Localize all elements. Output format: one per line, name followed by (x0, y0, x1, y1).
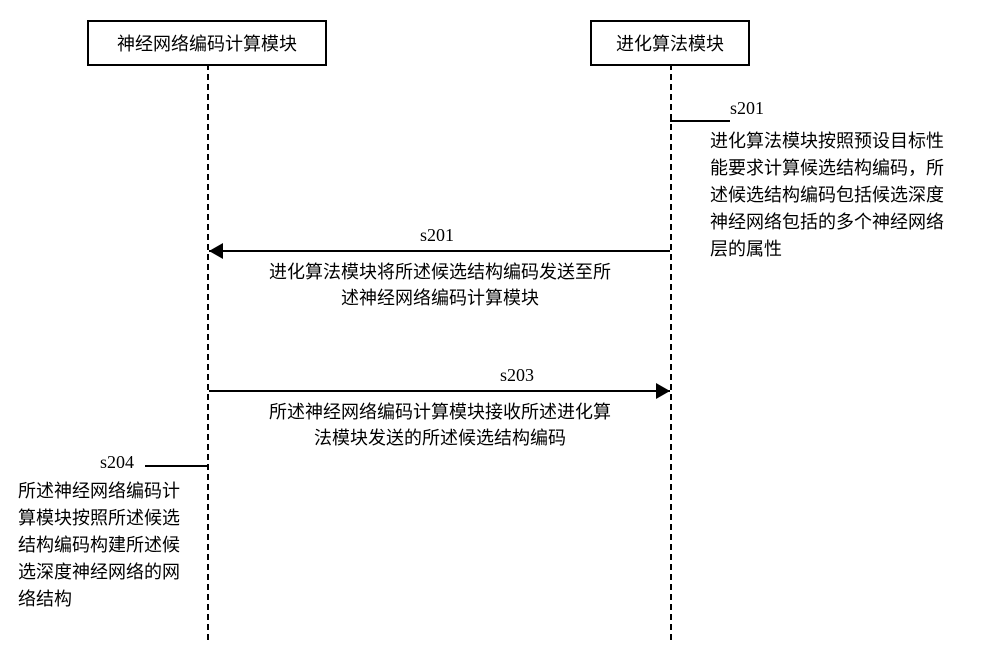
message-label-2: 所述神经网络编码计算模块接收所述进化算 法模块发送的所述候选结构编码 (240, 398, 640, 450)
lifeline-label-left: 神经网络编码计算模块 (117, 34, 297, 54)
note-step-1: s201 (730, 98, 764, 119)
message-arrow-1 (209, 243, 223, 259)
lifeline-label-right: 进化算法模块 (616, 34, 724, 54)
lifeline-box-right: 进化算法模块 (590, 20, 750, 66)
message-step-2: s203 (500, 365, 534, 386)
message-line-1 (209, 250, 670, 252)
note-connector-1 (670, 120, 730, 122)
lifeline-line-right (670, 64, 672, 640)
note-text-2: 所述神经网络编码计 算模块按照所述候选 结构编码构建所述候 选深度神经网络的网 … (18, 478, 228, 613)
note-text-1: 进化算法模块按照预设目标性 能要求计算候选结构编码，所 述候选结构编码包括候选深… (710, 128, 980, 263)
note-step-2: s204 (100, 452, 134, 473)
note-connector-2 (145, 465, 207, 467)
message-line-2 (209, 390, 670, 392)
message-arrow-2 (656, 383, 670, 399)
sequence-diagram: 神经网络编码计算模块 进化算法模块 s201 进化算法模块按照预设目标性 能要求… (0, 0, 1000, 660)
message-label-1: 进化算法模块将所述候选结构编码发送至所 述神经网络编码计算模块 (240, 258, 640, 310)
lifeline-box-left: 神经网络编码计算模块 (87, 20, 327, 66)
message-step-1: s201 (420, 225, 454, 246)
